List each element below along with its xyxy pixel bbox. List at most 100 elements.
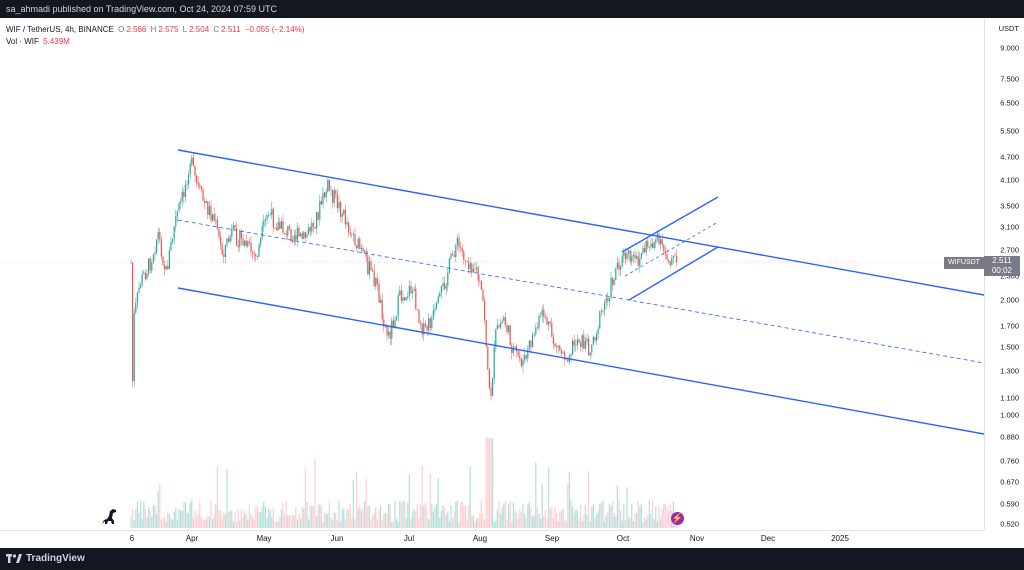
volume-bar	[541, 483, 543, 528]
volume-bar	[388, 503, 390, 528]
volume-bar	[533, 516, 535, 528]
volume-bar	[455, 501, 457, 528]
candle-body	[351, 234, 353, 235]
legend-close-label: C	[213, 25, 220, 34]
candle-body	[277, 222, 279, 231]
price-tick: 1.100	[1000, 393, 1019, 403]
candle-body	[151, 262, 153, 271]
candle-body	[237, 245, 239, 248]
volume-bar	[501, 507, 503, 528]
volume-bar	[560, 510, 562, 528]
candle-body	[260, 237, 262, 245]
volume-bar	[360, 510, 362, 528]
volume-bar	[506, 519, 508, 528]
channel-upper-line[interactable]	[177, 149, 984, 296]
volume-bar	[468, 505, 470, 528]
chart-area[interactable]: WIF / TetherUS, 4h, BINANCE O 2.566 H 2.57…	[0, 18, 1024, 549]
candle-body	[522, 360, 524, 366]
volume-bar	[218, 509, 220, 528]
channel-middle-line[interactable]	[177, 219, 984, 364]
candle-body	[580, 342, 582, 347]
channel-lower-line[interactable]	[177, 287, 984, 435]
candle-body	[607, 298, 609, 302]
candle-body	[487, 346, 489, 370]
time-tick: Nov	[689, 534, 705, 543]
volume-bar	[336, 519, 338, 528]
candle-body	[424, 323, 426, 327]
candle-body	[188, 174, 190, 185]
volume-bar	[525, 518, 527, 528]
volume-bar	[440, 510, 442, 528]
volume-bar	[400, 503, 402, 528]
candle-body	[170, 241, 172, 251]
candle-body	[279, 222, 281, 229]
time-axis[interactable]: 6 Apr May Jun Jul Aug Sep Oct Nov Dec 20…	[0, 530, 984, 549]
last-price-value: 2.511	[992, 256, 1012, 265]
candle-body	[460, 247, 462, 249]
volume-bar	[184, 501, 186, 528]
price-tick: 1.300	[1000, 366, 1019, 376]
candle-body	[168, 250, 170, 270]
wedge-lower-line[interactable]	[628, 246, 719, 301]
candle-body	[202, 189, 204, 201]
volume-bar	[383, 513, 385, 528]
dinosaur-icon[interactable]	[100, 508, 120, 531]
candle-body	[415, 288, 417, 310]
legend-close-value: 2.511	[221, 25, 241, 34]
volume-bar	[276, 521, 278, 528]
price-tick: 0.880	[1000, 432, 1019, 442]
volume-bars	[130, 438, 678, 528]
candle-body	[293, 235, 295, 243]
volume-bar	[588, 471, 590, 528]
candle-body	[276, 227, 278, 231]
wedge-mid-line[interactable]	[624, 221, 719, 277]
price-axis-unit[interactable]: USDT	[998, 24, 1019, 33]
candle-body	[133, 312, 135, 382]
volume-bar	[634, 513, 636, 528]
volume-bar	[479, 513, 481, 528]
candle-body	[479, 280, 481, 281]
volume-bar	[378, 508, 380, 528]
volume-bar	[304, 468, 306, 528]
lightning-icon[interactable]: ⚡	[671, 512, 684, 525]
legend-open-label: O	[118, 25, 125, 34]
volume-bar	[333, 512, 335, 528]
volume-bar	[295, 506, 297, 528]
volume-bar	[160, 519, 162, 528]
candle-body	[220, 236, 222, 245]
candle-body	[631, 256, 633, 262]
chart-canvas[interactable]	[0, 18, 984, 530]
volume-bar	[303, 509, 305, 528]
volume-bar	[576, 510, 578, 528]
volume-bar	[652, 500, 654, 528]
wedge-upper-line[interactable]	[621, 196, 719, 253]
legend-low-value: 2.504	[189, 25, 210, 34]
candle-body	[301, 233, 303, 239]
candle-body	[200, 186, 202, 190]
volume-bar	[573, 512, 575, 528]
candle-body	[341, 214, 343, 217]
volume-bar	[357, 508, 359, 528]
volume-bar	[439, 517, 441, 528]
candle-body	[602, 310, 604, 312]
candle-body	[453, 254, 455, 258]
candle-body	[224, 245, 226, 258]
volume-bar	[639, 506, 641, 528]
tradingview-brand[interactable]: TradingView	[6, 553, 85, 564]
footer-bar: TradingView	[0, 548, 1024, 570]
candle-body	[517, 351, 519, 356]
volume-bar	[488, 438, 490, 528]
candle-body	[642, 247, 644, 254]
candle-body	[397, 295, 399, 317]
symbol-legend[interactable]: WIF / TetherUS, 4h, BINANCE O 2.566 H 2.57…	[6, 24, 306, 48]
candle-body	[620, 265, 622, 270]
candle-body	[309, 227, 311, 232]
volume-bar	[580, 504, 582, 528]
candle-body	[575, 345, 577, 346]
volume-bar	[247, 519, 249, 528]
candle-body	[594, 336, 596, 341]
candle-body	[416, 309, 418, 311]
candle-body	[386, 325, 388, 336]
volume-bar	[285, 500, 287, 528]
volume-bar	[461, 501, 463, 528]
